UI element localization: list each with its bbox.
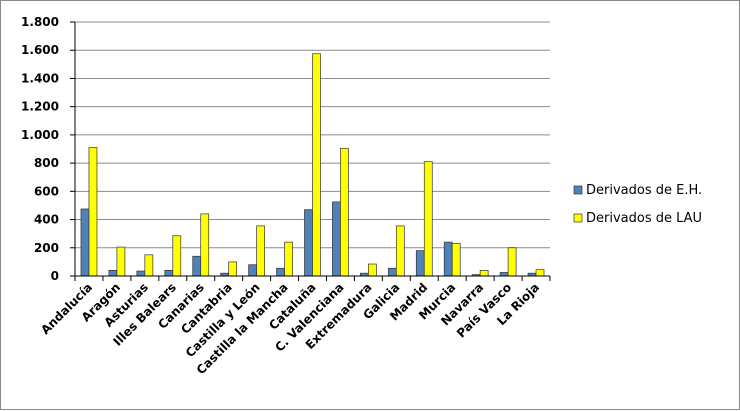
bar [88, 147, 98, 277]
bar [415, 250, 425, 277]
y-tick-label: 800 [34, 156, 59, 170]
bar [304, 209, 313, 277]
bar [332, 201, 341, 277]
bar [172, 235, 182, 277]
bar [80, 208, 90, 277]
legend-swatch [573, 185, 583, 195]
bar [164, 270, 174, 277]
y-tick-label: 1.200 [21, 100, 59, 114]
bar [340, 147, 349, 277]
bar [116, 246, 126, 277]
bar [136, 270, 146, 277]
bar [395, 225, 405, 277]
bar [479, 270, 489, 277]
bar [108, 270, 118, 277]
bar [499, 272, 509, 277]
legend-label: Derivados de LAU [586, 211, 702, 226]
y-tick-label: 200 [34, 241, 59, 255]
bar [535, 269, 545, 277]
y-tick-label: 1.400 [21, 71, 59, 85]
bar [248, 264, 257, 277]
bar [423, 161, 433, 277]
legend-swatch [573, 213, 583, 223]
bar [387, 267, 397, 277]
bar [144, 254, 154, 277]
legend-label: Derivados de E.H. [586, 183, 702, 198]
bar [192, 255, 202, 277]
bar [256, 225, 265, 277]
bar [312, 53, 321, 277]
bar [368, 263, 377, 277]
bar [276, 267, 285, 277]
bar [451, 243, 461, 277]
bar [443, 241, 453, 277]
bar [228, 261, 238, 277]
y-tick-label: 1.000 [21, 128, 59, 142]
y-tick-label: 600 [34, 184, 59, 198]
bar [284, 241, 293, 277]
y-tick-label: 1.600 [21, 43, 59, 57]
y-tick-label: 1.800 [21, 15, 59, 29]
bar [200, 213, 210, 277]
y-tick-label: 400 [34, 213, 59, 227]
y-tick-label: 0 [51, 269, 59, 283]
bar [507, 247, 517, 277]
